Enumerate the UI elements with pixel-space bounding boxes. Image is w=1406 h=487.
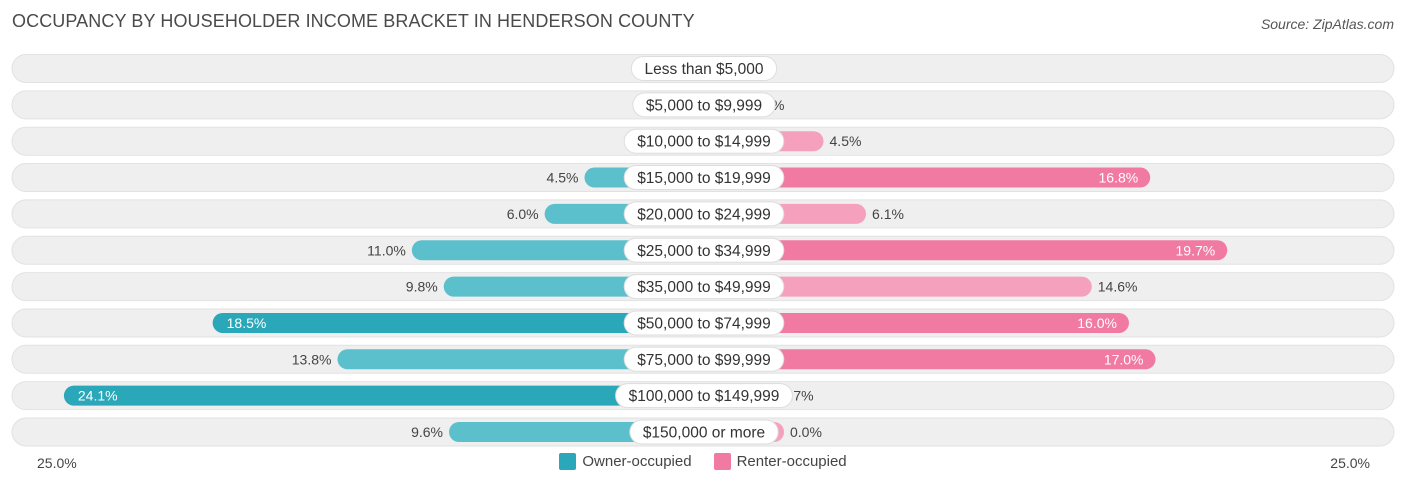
chart-title: OCCUPANCY BY HOUSEHOLDER INCOME BRACKET … <box>12 11 695 31</box>
legend-item-owner[interactable]: Owner-occupied <box>559 453 692 470</box>
category-label: $5,000 to $9,999 <box>646 97 762 114</box>
category-label: $10,000 to $14,999 <box>637 134 771 151</box>
renter-value-label: 14.6% <box>1098 279 1138 295</box>
owner-value-label: 24.1% <box>78 388 118 404</box>
category-pill <box>629 419 779 445</box>
owner-value-label: 11.0% <box>367 242 406 258</box>
legend: Owner-occupied Renter-occupied <box>0 453 1406 470</box>
owner-bar <box>63 385 705 406</box>
axis-left-label: 25.0% <box>37 455 77 471</box>
category-pill <box>623 201 785 227</box>
renter-swatch <box>713 453 731 470</box>
owner-value-label: 4.5% <box>547 170 579 186</box>
owner-value-label: 13.8% <box>292 351 332 367</box>
renter-value-label: 19.7% <box>1176 242 1216 258</box>
renter-value-label: 6.1% <box>872 206 904 222</box>
renter-bar <box>704 276 1092 297</box>
category-pill <box>623 237 785 263</box>
renter-value-label: 16.0% <box>1077 315 1117 331</box>
category-label: $50,000 to $74,999 <box>637 315 771 332</box>
owner-bar <box>337 349 704 370</box>
category-label: $150,000 or more <box>643 425 765 442</box>
owner-value-label: 6.0% <box>507 206 539 222</box>
category-pill <box>623 128 785 154</box>
renter-bar <box>704 240 1228 261</box>
category-pill <box>623 346 785 372</box>
category-label: $35,000 to $49,999 <box>637 279 771 296</box>
legend-item-renter[interactable]: Renter-occupied <box>713 453 847 470</box>
category-label: $15,000 to $19,999 <box>637 170 771 187</box>
axis-right-label: 25.0% <box>1330 455 1370 471</box>
source-note: Source: ZipAtlas.com <box>1260 16 1394 32</box>
renter-value-label: 4.5% <box>830 133 862 149</box>
owner-value-label: 9.6% <box>411 424 443 440</box>
owner-value-label: 9.8% <box>406 279 438 295</box>
category-label: $20,000 to $24,999 <box>637 206 771 223</box>
category-pill <box>623 274 785 300</box>
renter-bar <box>704 167 1151 188</box>
category-pill <box>632 92 776 118</box>
category-label: $100,000 to $149,999 <box>629 388 780 405</box>
renter-value-label: 17.0% <box>1104 351 1144 367</box>
renter-bar <box>704 312 1129 333</box>
category-pill <box>630 56 778 81</box>
renter-value-label: 0.0% <box>790 424 822 440</box>
owner-bar <box>212 312 704 333</box>
legend-owner-label: Owner-occupied <box>582 453 692 470</box>
category-pill <box>615 383 793 409</box>
owner-value-label: 18.5% <box>227 315 267 331</box>
category-pill <box>623 165 785 191</box>
renter-bar <box>704 349 1156 370</box>
legend-renter-label: Renter-occupied <box>736 453 847 470</box>
chart-canvas: 0.72%1.1%Less than $5,0000.84%1.6%$5,000… <box>11 54 1395 447</box>
category-label: Less than $5,000 <box>645 61 764 78</box>
category-label: $25,000 to $34,999 <box>637 243 771 260</box>
renter-value-label: 16.8% <box>1099 170 1139 186</box>
owner-swatch <box>559 453 577 470</box>
category-pill <box>623 310 785 336</box>
category-label: $75,000 to $99,999 <box>637 352 771 369</box>
